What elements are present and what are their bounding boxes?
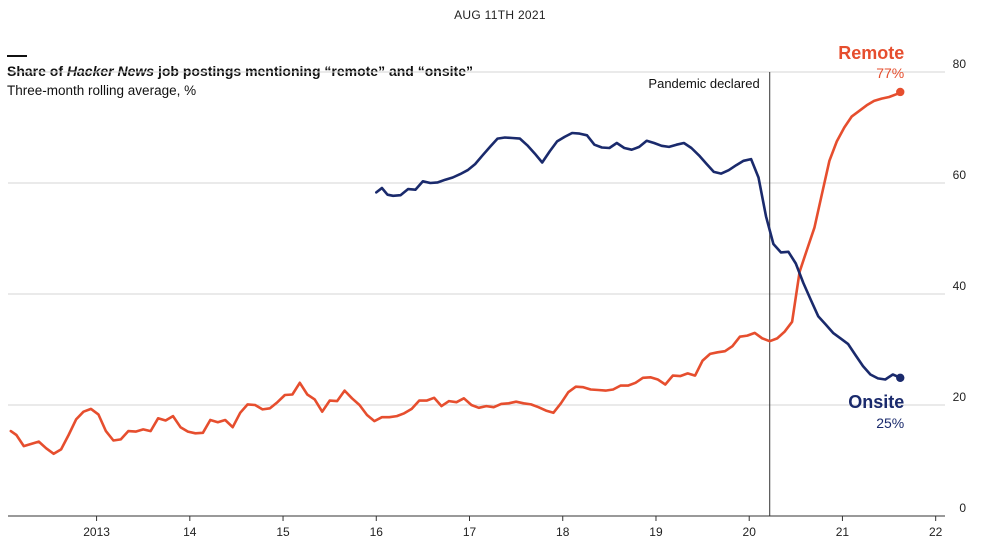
x-tick-label-15: 15 bbox=[276, 525, 290, 539]
title-suffix: job postings mentioning “remote” and “on… bbox=[154, 63, 473, 79]
publication-date: AUG 11TH 2021 bbox=[454, 8, 546, 22]
x-tick-label-19: 19 bbox=[649, 525, 663, 539]
remote-value-label: 77% bbox=[876, 65, 904, 81]
x-tick-label-2013: 2013 bbox=[83, 525, 110, 539]
y-tick-label-40: 40 bbox=[953, 279, 967, 293]
remote-end-point bbox=[896, 87, 905, 97]
remote-label: Remote bbox=[838, 43, 904, 63]
y-tick-label-0: 0 bbox=[959, 501, 966, 515]
series-lines bbox=[9, 87, 905, 456]
title-rule bbox=[7, 55, 27, 57]
y-tick-label-60: 60 bbox=[953, 168, 967, 182]
title-prefix: Share of bbox=[7, 63, 67, 79]
y-tick-label-80: 80 bbox=[953, 57, 967, 71]
chart-subtitle: Three-month rolling average, % bbox=[7, 83, 197, 98]
y-axis: 0 20 40 60 80 bbox=[953, 57, 967, 515]
x-tick-label-22: 22 bbox=[929, 525, 943, 539]
x-tick-label-20: 20 bbox=[743, 525, 757, 539]
x-tick-label-16: 16 bbox=[370, 525, 384, 539]
gridlines bbox=[8, 71, 945, 406]
chart-title: Share of Hacker News job postings mentio… bbox=[7, 63, 473, 79]
title-emphasis: Hacker News bbox=[66, 63, 155, 79]
x-tick-label-17: 17 bbox=[463, 525, 477, 539]
pandemic-annotation: Pandemic declared bbox=[648, 72, 771, 516]
x-tick-label-14: 14 bbox=[183, 525, 197, 539]
onsite-end-point bbox=[896, 373, 905, 383]
x-axis: 2013 14 15 16 17 18 19 20 21 22 bbox=[8, 515, 945, 539]
pandemic-label: Pandemic declared bbox=[648, 76, 759, 91]
x-tick-label-18: 18 bbox=[556, 525, 570, 539]
onsite-value-label: 25% bbox=[876, 415, 904, 431]
x-tick-label-21: 21 bbox=[836, 525, 850, 539]
series-labels: Remote 77% Onsite 25% bbox=[838, 43, 904, 431]
y-tick-label-20: 20 bbox=[953, 390, 967, 404]
remote-series-line bbox=[9, 90, 902, 456]
onsite-series-line bbox=[375, 131, 902, 381]
onsite-label: Onsite bbox=[848, 392, 904, 412]
